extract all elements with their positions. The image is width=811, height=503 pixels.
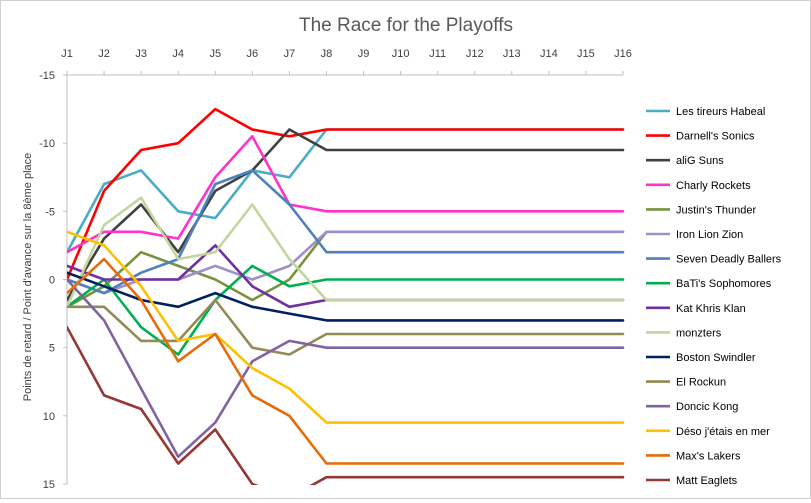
y-tick-label: -15: [39, 70, 55, 82]
legend-entry: Les tireurs Habeal: [676, 106, 765, 118]
y-tick-label: 10: [43, 411, 55, 423]
series-line: [67, 298, 625, 356]
legend-entry: Darnell's Sonics: [676, 131, 755, 143]
legend-entry: Iron Lion Zion: [676, 229, 743, 241]
x-tick-label: J5: [209, 48, 221, 60]
series-line: [67, 230, 625, 424]
series-line: [67, 257, 625, 465]
series-line: [67, 107, 625, 281]
x-tick-label: J10: [392, 48, 410, 60]
legend-entry: Boston Swindler: [676, 352, 756, 364]
y-tick-label: 5: [49, 343, 55, 355]
legend-entry: Déso j'étais en mer: [676, 426, 770, 438]
legend-entry: El Rockun: [676, 377, 726, 389]
y-tick-label: 15: [43, 479, 55, 491]
legend-entry: Charly Rockets: [676, 180, 751, 192]
x-tick-label: J14: [540, 48, 558, 60]
y-tick-label: -10: [39, 138, 55, 150]
x-tick-label: J15: [577, 48, 595, 60]
legend-entry: Justin's Thunder: [676, 204, 757, 216]
chart-title: The Race for the Playoffs: [299, 15, 513, 36]
series-line: [67, 230, 625, 295]
x-tick-label: J6: [247, 48, 259, 60]
legend-entry: Seven Deadly Ballers: [676, 254, 782, 266]
x-tick-label: J9: [358, 48, 370, 60]
series-line: [67, 196, 625, 309]
legend-entry: Matt Eaglets: [676, 475, 738, 487]
series-line: [67, 169, 625, 295]
axes: J1 J2 J3 J4 J5 J6 J7 J8 J9 J10 J11 J12 J13 J14 J15 J16 -…: [39, 48, 632, 491]
legend-entry: Kat Khris Klan: [676, 303, 746, 315]
legend-entry: BaTi's Sophomores: [676, 278, 772, 290]
x-tick-label: J16: [614, 48, 632, 60]
legend-entry: Max's Lakers: [676, 450, 741, 462]
x-tick-label: J12: [466, 48, 484, 60]
legend-entry: Doncic Kong: [676, 401, 738, 413]
series-line: [67, 325, 625, 485]
x-tick-label: J3: [135, 48, 147, 60]
y-axis-label: Points de retard / Point d'avance sur la…: [22, 153, 34, 402]
series-line: [67, 271, 625, 322]
x-tick-label: J1: [61, 48, 73, 60]
y-tick-label: 0: [49, 275, 55, 287]
x-tick-label: J8: [321, 48, 333, 60]
x-tick-label: J13: [503, 48, 521, 60]
legend-entry: monzters: [676, 327, 722, 339]
series-line: [67, 278, 625, 459]
legend: Les tireurs Habeal Darnell's Sonics aliG S…: [646, 106, 782, 487]
series-layer: [67, 107, 625, 485]
x-tick-label: J4: [172, 48, 184, 60]
y-tick-label: -5: [45, 206, 55, 218]
x-tick-label: J11: [429, 48, 446, 60]
series-line: [67, 135, 625, 254]
x-tick-label: J2: [98, 48, 110, 60]
legend-entry: aliG Suns: [676, 155, 724, 167]
x-tick-label: J7: [284, 48, 296, 60]
